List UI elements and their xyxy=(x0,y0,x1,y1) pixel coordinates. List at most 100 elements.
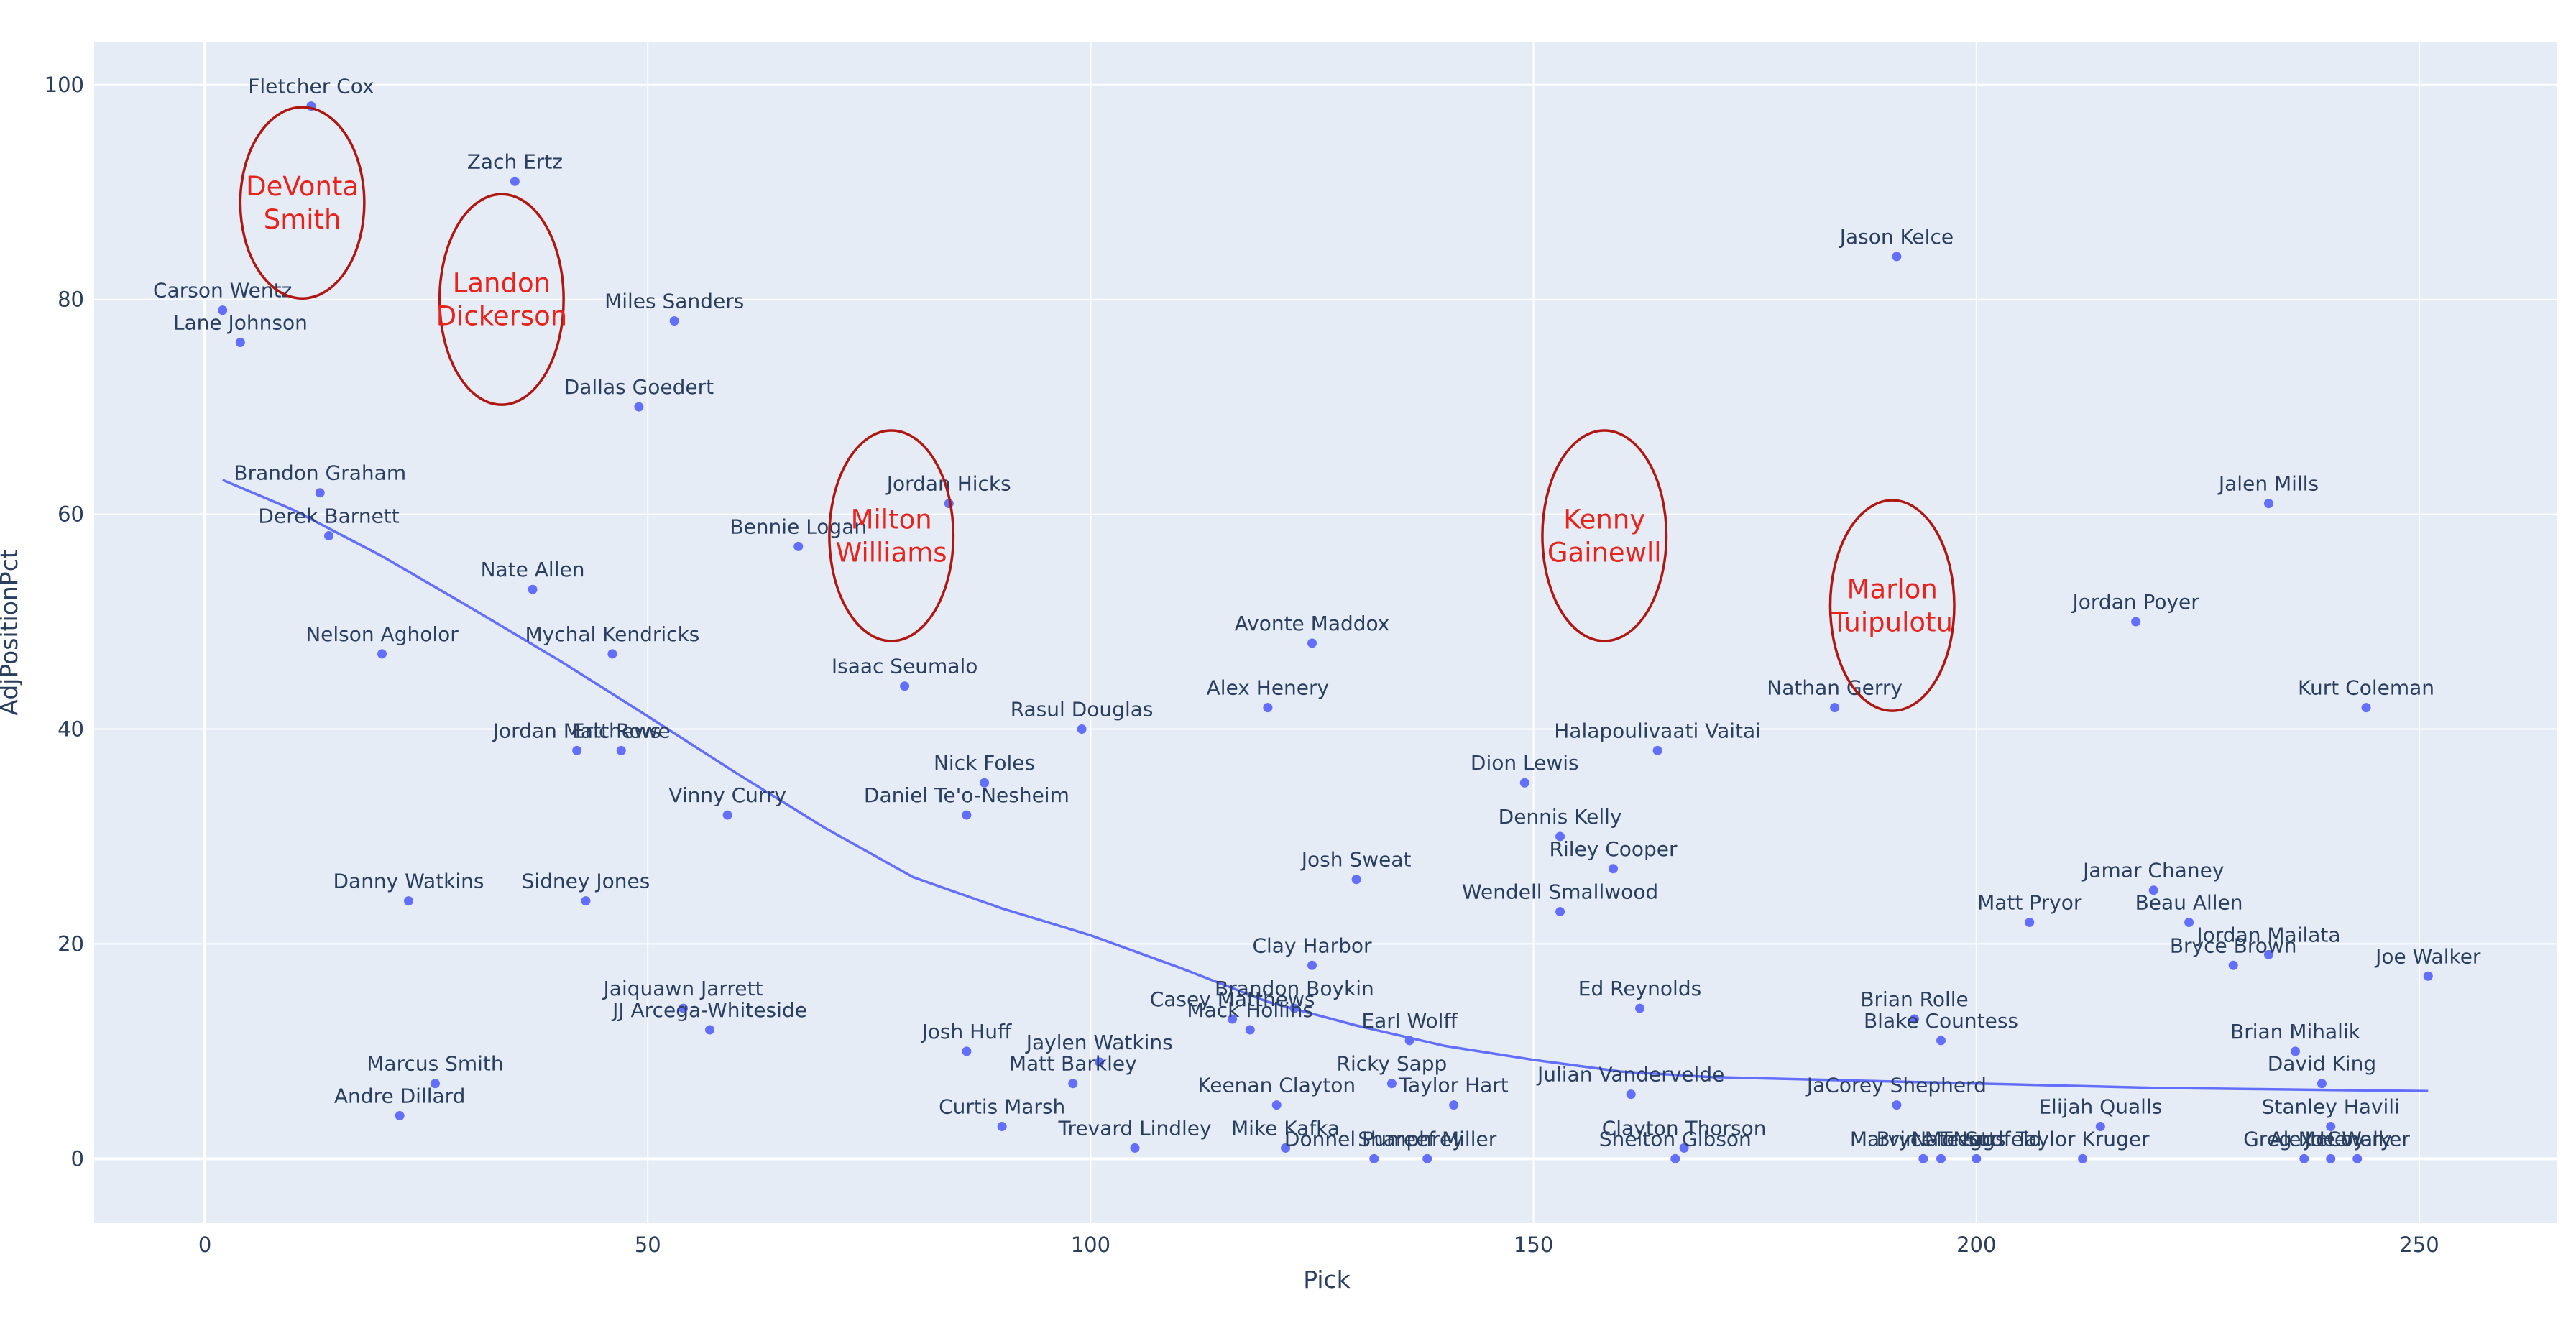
plot-background xyxy=(94,42,2557,1223)
annotation-label: Landon xyxy=(453,268,551,299)
data-point xyxy=(1634,1003,1644,1013)
data-point xyxy=(403,896,413,906)
data-point xyxy=(2361,703,2371,713)
data-point xyxy=(2423,971,2433,981)
data-point xyxy=(1555,907,1565,917)
x-tick-label: 250 xyxy=(2399,1232,2439,1257)
point-label: Riley Cooper xyxy=(1549,837,1678,861)
data-point xyxy=(669,316,679,326)
point-label: Trevard Lindley xyxy=(1058,1116,1212,1140)
point-label: Jalen Mills xyxy=(2217,472,2319,496)
data-point xyxy=(235,337,245,347)
data-point xyxy=(997,1121,1007,1131)
x-tick-label: 200 xyxy=(1956,1232,1996,1257)
axis-ticks: 0 50 100 150 200 250 0 20 40 60 80 100 xyxy=(45,73,2439,1257)
point-label: Fletcher Cox xyxy=(248,75,374,98)
annotation-ellipse xyxy=(828,429,955,642)
data-point xyxy=(1892,1100,1902,1110)
point-label: Clay Harbor xyxy=(1252,934,1372,957)
point-label: Wendell Smallwood xyxy=(1462,880,1658,904)
point-label: Carson Wentz xyxy=(153,279,292,303)
data-point xyxy=(2131,617,2141,627)
point-label: Brandon Boykin xyxy=(1215,977,1374,1000)
data-point xyxy=(1830,703,1840,713)
point-label: Isaac Seumalo xyxy=(832,655,978,678)
point-label: Julian Vandervelde xyxy=(1536,1063,1724,1087)
point-label: Nathan Gerry xyxy=(1767,676,1903,700)
point-label: Casey Matthews xyxy=(1150,987,1315,1011)
trendline-path xyxy=(222,479,2429,1092)
point-label: David King xyxy=(2268,1052,2376,1076)
annotation-label: Williams xyxy=(836,537,947,568)
data-point xyxy=(616,745,626,755)
data-point xyxy=(1228,1014,1238,1024)
data-point xyxy=(1245,1025,1255,1035)
y-tick-label: 40 xyxy=(58,717,84,742)
point-label: Alex Henery xyxy=(2270,1127,2392,1151)
data-point xyxy=(2299,1153,2309,1163)
point-label: Elijah Qualls xyxy=(2038,1095,2162,1118)
data-point xyxy=(1289,1003,1300,1013)
point-label: Miles Sanders xyxy=(604,290,744,313)
point-label: Jordan Poyer xyxy=(2071,590,2199,614)
point-label: Sidney Jones xyxy=(522,870,650,893)
data-point xyxy=(1626,1089,1636,1100)
y-tick-label: 80 xyxy=(58,287,84,312)
annotation-label: Tuipulotu xyxy=(1831,607,1953,638)
point-label: Mack Hollins xyxy=(1187,998,1313,1022)
data-point xyxy=(2095,1121,2105,1131)
point-label: Bryce Brown xyxy=(2170,934,2297,957)
data-point xyxy=(528,584,538,594)
annotation-ellipse xyxy=(1828,499,1956,712)
annotation-label: Smith xyxy=(264,204,341,235)
point-label: Brandon Graham xyxy=(234,461,406,485)
data-point xyxy=(572,745,582,755)
data-point xyxy=(634,402,644,412)
point-label: Mike Kafka xyxy=(1231,1116,1340,1140)
data-points xyxy=(218,101,2433,1163)
point-label: Joe Walker xyxy=(2374,944,2481,968)
data-point xyxy=(2263,949,2273,959)
x-tick-label: 150 xyxy=(1514,1232,1553,1257)
point-label: Daniel Te'o-Nesheim xyxy=(864,783,1070,807)
data-point xyxy=(395,1111,405,1121)
data-point xyxy=(1936,1036,1946,1046)
data-point xyxy=(1307,960,1317,970)
x-tick-label: 50 xyxy=(635,1232,661,1257)
point-label: Matt Pryor xyxy=(1977,891,2082,915)
point-label: Jamar Chaney xyxy=(2082,859,2224,882)
point-label: Mychal Kendricks xyxy=(525,622,699,646)
data-point xyxy=(1404,1036,1414,1046)
annotation-ellipse xyxy=(1541,429,1668,642)
point-label: Curtis Marsh xyxy=(939,1095,1065,1118)
data-point xyxy=(794,541,804,551)
point-label: Taylor Kruger xyxy=(2015,1127,2150,1151)
data-point xyxy=(722,810,732,820)
annotation-ellipse xyxy=(438,193,565,406)
data-point xyxy=(2078,1153,2088,1163)
point-label: Nate Sudfeld xyxy=(1911,1127,2041,1151)
point-label: Jason Kelce xyxy=(1839,225,1954,249)
point-label: Andre Dillard xyxy=(334,1084,466,1108)
point-label: Derek Barnett xyxy=(258,504,399,527)
point-label: Josh Huff xyxy=(921,1020,1012,1043)
data-point xyxy=(962,1046,972,1056)
data-point xyxy=(1892,252,1902,262)
point-label: Bryce Treggs xyxy=(1876,1127,2005,1151)
data-point xyxy=(1609,864,1619,874)
data-point xyxy=(2290,1046,2300,1056)
point-label: Shareef Miller xyxy=(1358,1127,1497,1151)
data-point xyxy=(2317,1079,2327,1089)
data-point xyxy=(1307,638,1317,648)
data-point xyxy=(1271,1100,1282,1110)
point-label: Brian Rolle xyxy=(1860,987,1968,1011)
point-label: Greg McCoy xyxy=(2243,1127,2365,1151)
data-point xyxy=(1670,1153,1680,1163)
annotation-label: Milton xyxy=(851,504,932,535)
data-point xyxy=(2263,499,2273,509)
point-label: Brian Mihalik xyxy=(2230,1020,2361,1043)
point-label: Jordan Mailata xyxy=(2195,923,2340,946)
point-label: Josh Sweat xyxy=(1300,848,1412,872)
data-point xyxy=(1918,1153,1928,1163)
